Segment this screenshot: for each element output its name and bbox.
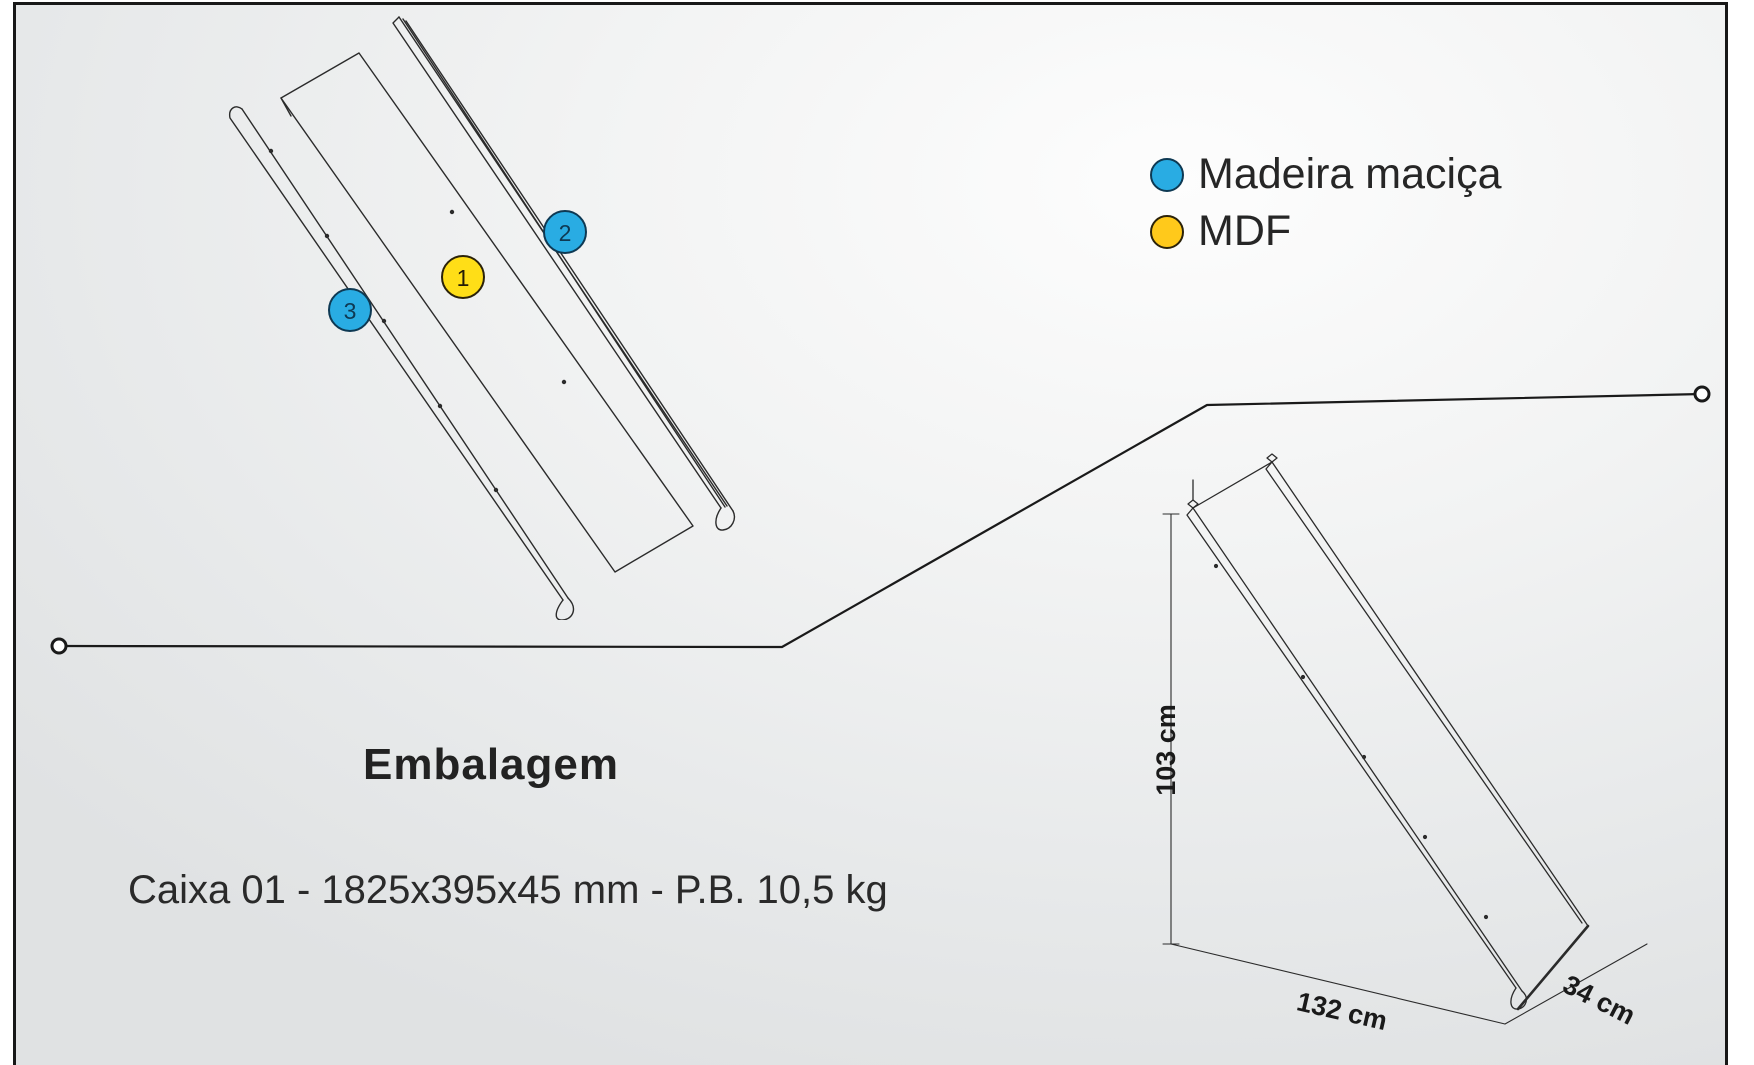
svg-text:103 cm: 103 cm [1151, 704, 1181, 796]
svg-text:132 cm: 132 cm [1294, 986, 1390, 1036]
svg-text:34 cm: 34 cm [1558, 969, 1640, 1030]
